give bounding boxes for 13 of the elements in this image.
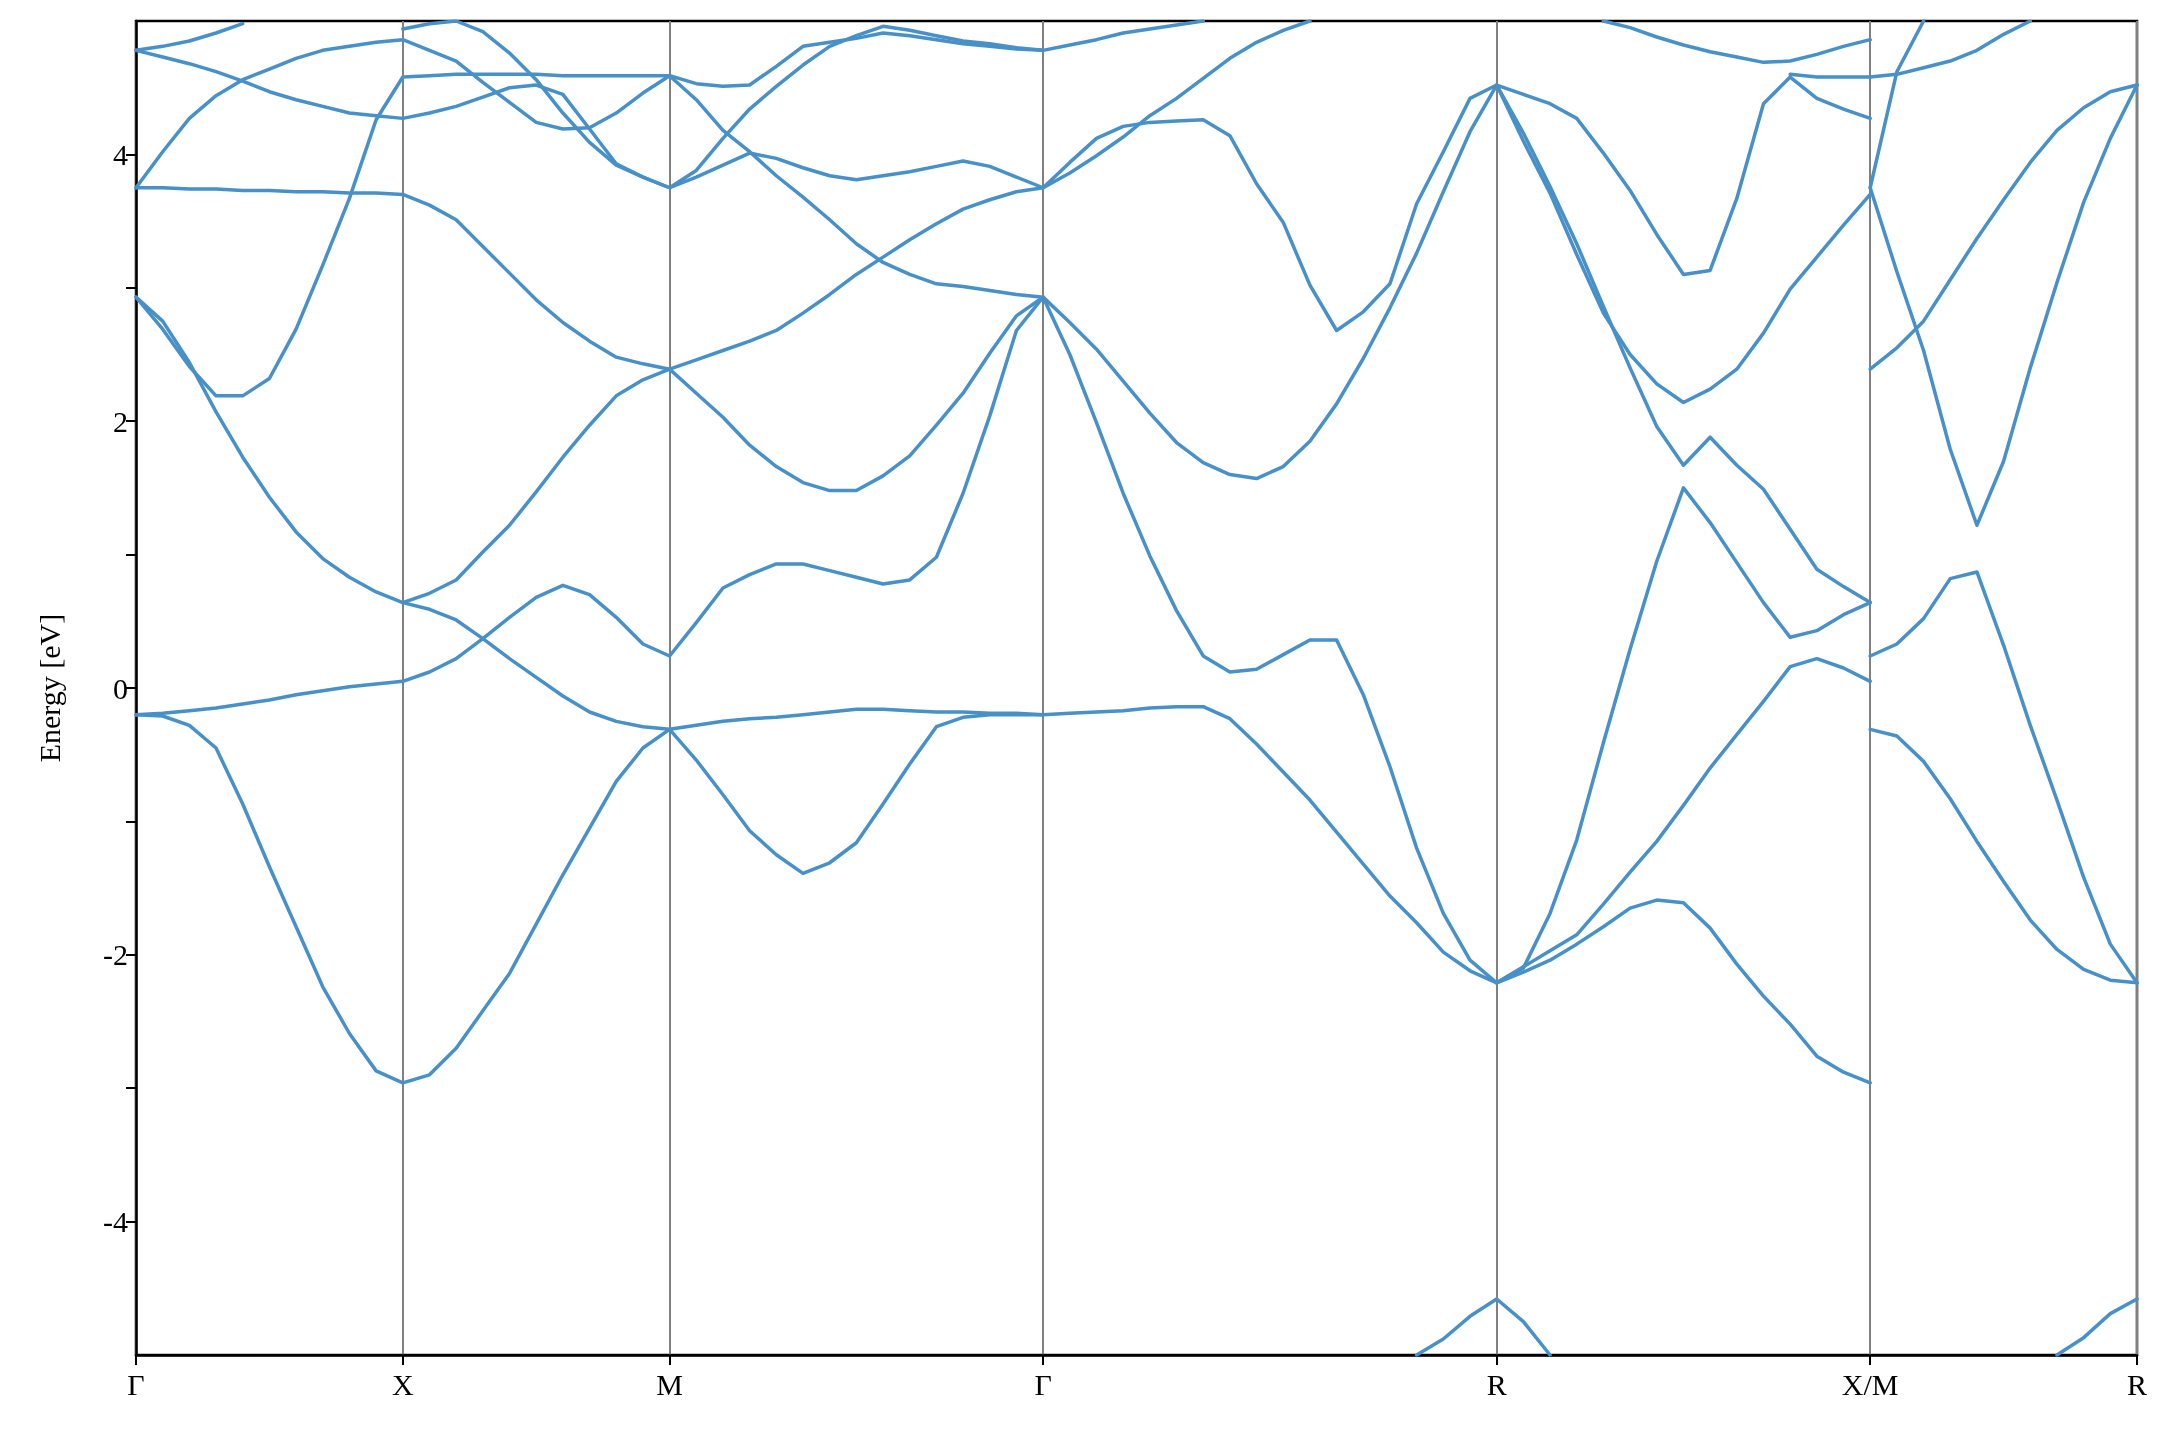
x-tick-label: R bbox=[2126, 1367, 2148, 1401]
x-tick-label: X/M bbox=[1841, 1367, 1899, 1401]
y-axis-title: Energy [eV] bbox=[32, 613, 66, 763]
x-tick-label: Γ bbox=[127, 1367, 145, 1401]
y-tick-label: -2 bbox=[103, 938, 128, 972]
y-tick-label: 0 bbox=[113, 671, 128, 705]
x-tick-label: M bbox=[656, 1367, 683, 1401]
y-tick-label: -4 bbox=[103, 1205, 128, 1239]
x-tick-label: Γ bbox=[1034, 1367, 1052, 1401]
x-tick-label: R bbox=[1486, 1367, 1507, 1401]
y-tick-label: 2 bbox=[113, 404, 128, 438]
x-tick-label: X bbox=[391, 1367, 414, 1401]
y-tick-label: 4 bbox=[113, 137, 128, 171]
